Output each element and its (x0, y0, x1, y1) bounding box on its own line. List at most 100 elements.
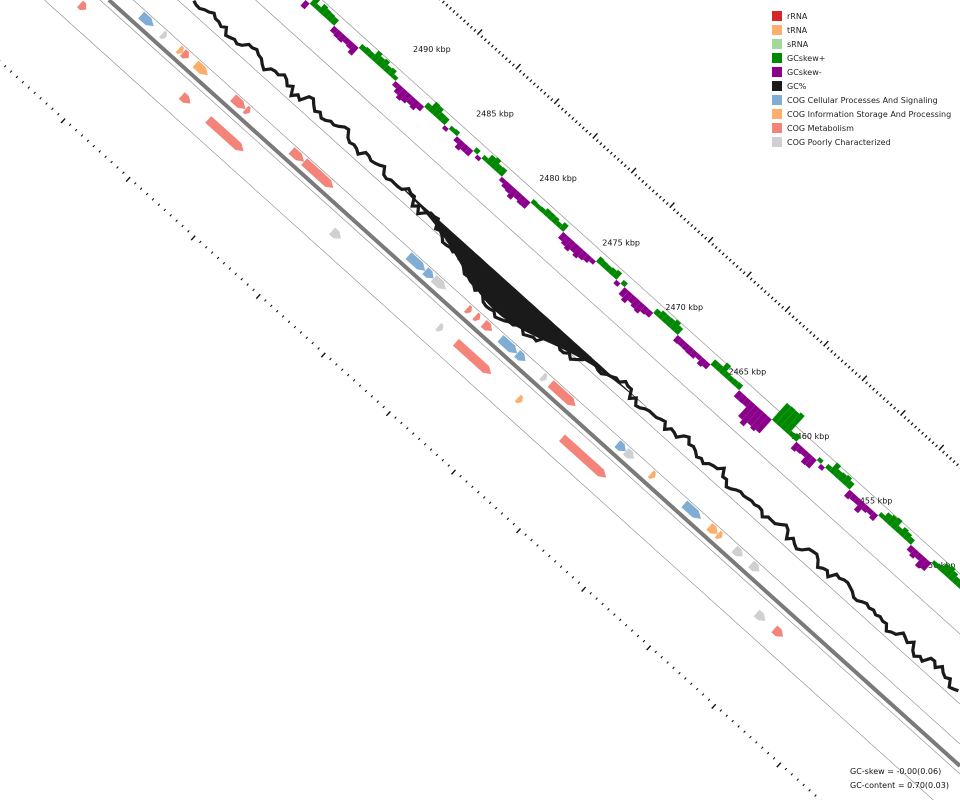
gc-skew-segment (853, 496, 862, 506)
gene-arrow (480, 320, 493, 331)
scale-tick (515, 63, 522, 70)
gc-skew-segment (441, 125, 449, 132)
scale-tick (921, 431, 924, 435)
scale-tick (595, 597, 598, 600)
scale-tick (543, 91, 547, 95)
gc-skew-segment (790, 441, 801, 452)
legend-label: GCskew+ (787, 53, 826, 63)
scale-tick (914, 425, 917, 429)
scale-tick (45, 102, 48, 105)
gc-skew-segment (538, 206, 546, 214)
scale-tick (483, 38, 487, 42)
scale-tick (711, 703, 717, 710)
gc-skew-segment (612, 269, 623, 280)
scale-tick (320, 352, 326, 358)
scale-tick (536, 544, 539, 547)
gc-skew-segment (853, 500, 866, 514)
legend-swatch (772, 11, 782, 21)
gc-skew-segment (460, 143, 470, 153)
gene-arrow (192, 60, 208, 76)
gc-skew-track (300, 0, 960, 589)
gc-skew-segment (817, 463, 826, 471)
scale-tick (903, 416, 907, 420)
scale-tick (690, 223, 694, 228)
gc-skew-segment (710, 359, 720, 369)
gc-skew-segment (784, 412, 805, 435)
scale-tick (542, 549, 545, 553)
gc-skew-segment (696, 357, 707, 367)
scale-tick (529, 79, 533, 83)
scale-tick (928, 438, 931, 442)
gc-skew-segment (906, 544, 916, 554)
scale-tick (693, 227, 697, 231)
scale-tick (907, 419, 910, 423)
scale-tick (21, 80, 25, 84)
gc-skew-segment (681, 342, 691, 352)
scale-tick (879, 393, 883, 398)
scale-tick (624, 623, 628, 627)
scale-tick (110, 160, 113, 164)
scale-tick (216, 256, 220, 260)
scale-tick (92, 144, 96, 148)
gene-arrow (301, 158, 334, 188)
gc-skew-segment (914, 555, 928, 569)
legend-label: GCskew- (787, 67, 822, 77)
track-line (44, 0, 934, 800)
gc-skew-segment (391, 74, 399, 81)
gc-skew-segment (485, 154, 497, 166)
gc-skew-segment (560, 235, 572, 247)
scale-tick (737, 725, 740, 728)
gene-arrow (681, 500, 701, 519)
gc-skew-segment (755, 415, 772, 434)
scale-tick (893, 406, 897, 410)
scale-tick (701, 693, 705, 696)
scale-tick (844, 362, 848, 366)
gc-skew-segment (947, 570, 959, 582)
scale-tick (772, 757, 776, 760)
gc-skew-segment (321, 8, 332, 19)
scale-tick (435, 453, 439, 457)
gc-skew-segment (792, 433, 801, 442)
scale-tick (665, 201, 669, 205)
scale-tick (802, 324, 806, 328)
scale-tick (68, 123, 72, 127)
gc-skew-segment (829, 462, 842, 475)
scale-tick (790, 773, 794, 776)
scale-tick (755, 741, 758, 744)
gc-skew-segment (330, 16, 340, 26)
scale-tick (459, 474, 462, 478)
scale-tick (814, 794, 817, 797)
gene-arrow (422, 267, 434, 279)
scale-tick (497, 50, 501, 54)
scale-tick (788, 312, 792, 316)
scale-tick (477, 490, 480, 494)
scale-tick (60, 118, 66, 124)
gc-skew-segment (300, 0, 310, 10)
gc-skew-segment (309, 0, 321, 8)
scale-tick (553, 560, 557, 563)
scale-tick (264, 299, 267, 302)
scale-tick (222, 261, 226, 265)
scale-tick (760, 286, 764, 290)
gc-skew-segment (371, 50, 383, 63)
gc-skew-segment (861, 504, 871, 514)
scale-tick (448, 6, 452, 10)
scale-tick (335, 363, 338, 366)
scale-tick (840, 359, 844, 363)
gc-skew-segment (391, 80, 400, 89)
scale-tick (473, 28, 477, 32)
scale-tick (749, 277, 753, 281)
gc-skew-segment (653, 308, 662, 317)
gc-skew-segment (620, 279, 628, 288)
scale-tick (577, 581, 581, 584)
gc-skew-segment (448, 125, 456, 133)
gc-skew-segment (436, 112, 446, 122)
gc-content-peak (402, 187, 647, 408)
scale-tick (157, 203, 161, 206)
scale-tick (684, 677, 687, 680)
scale-tick (104, 155, 107, 159)
scale-tick (400, 421, 403, 425)
scale-tick (488, 501, 492, 505)
gene-arrow (179, 49, 189, 59)
legend-label: tRNA (787, 25, 808, 35)
